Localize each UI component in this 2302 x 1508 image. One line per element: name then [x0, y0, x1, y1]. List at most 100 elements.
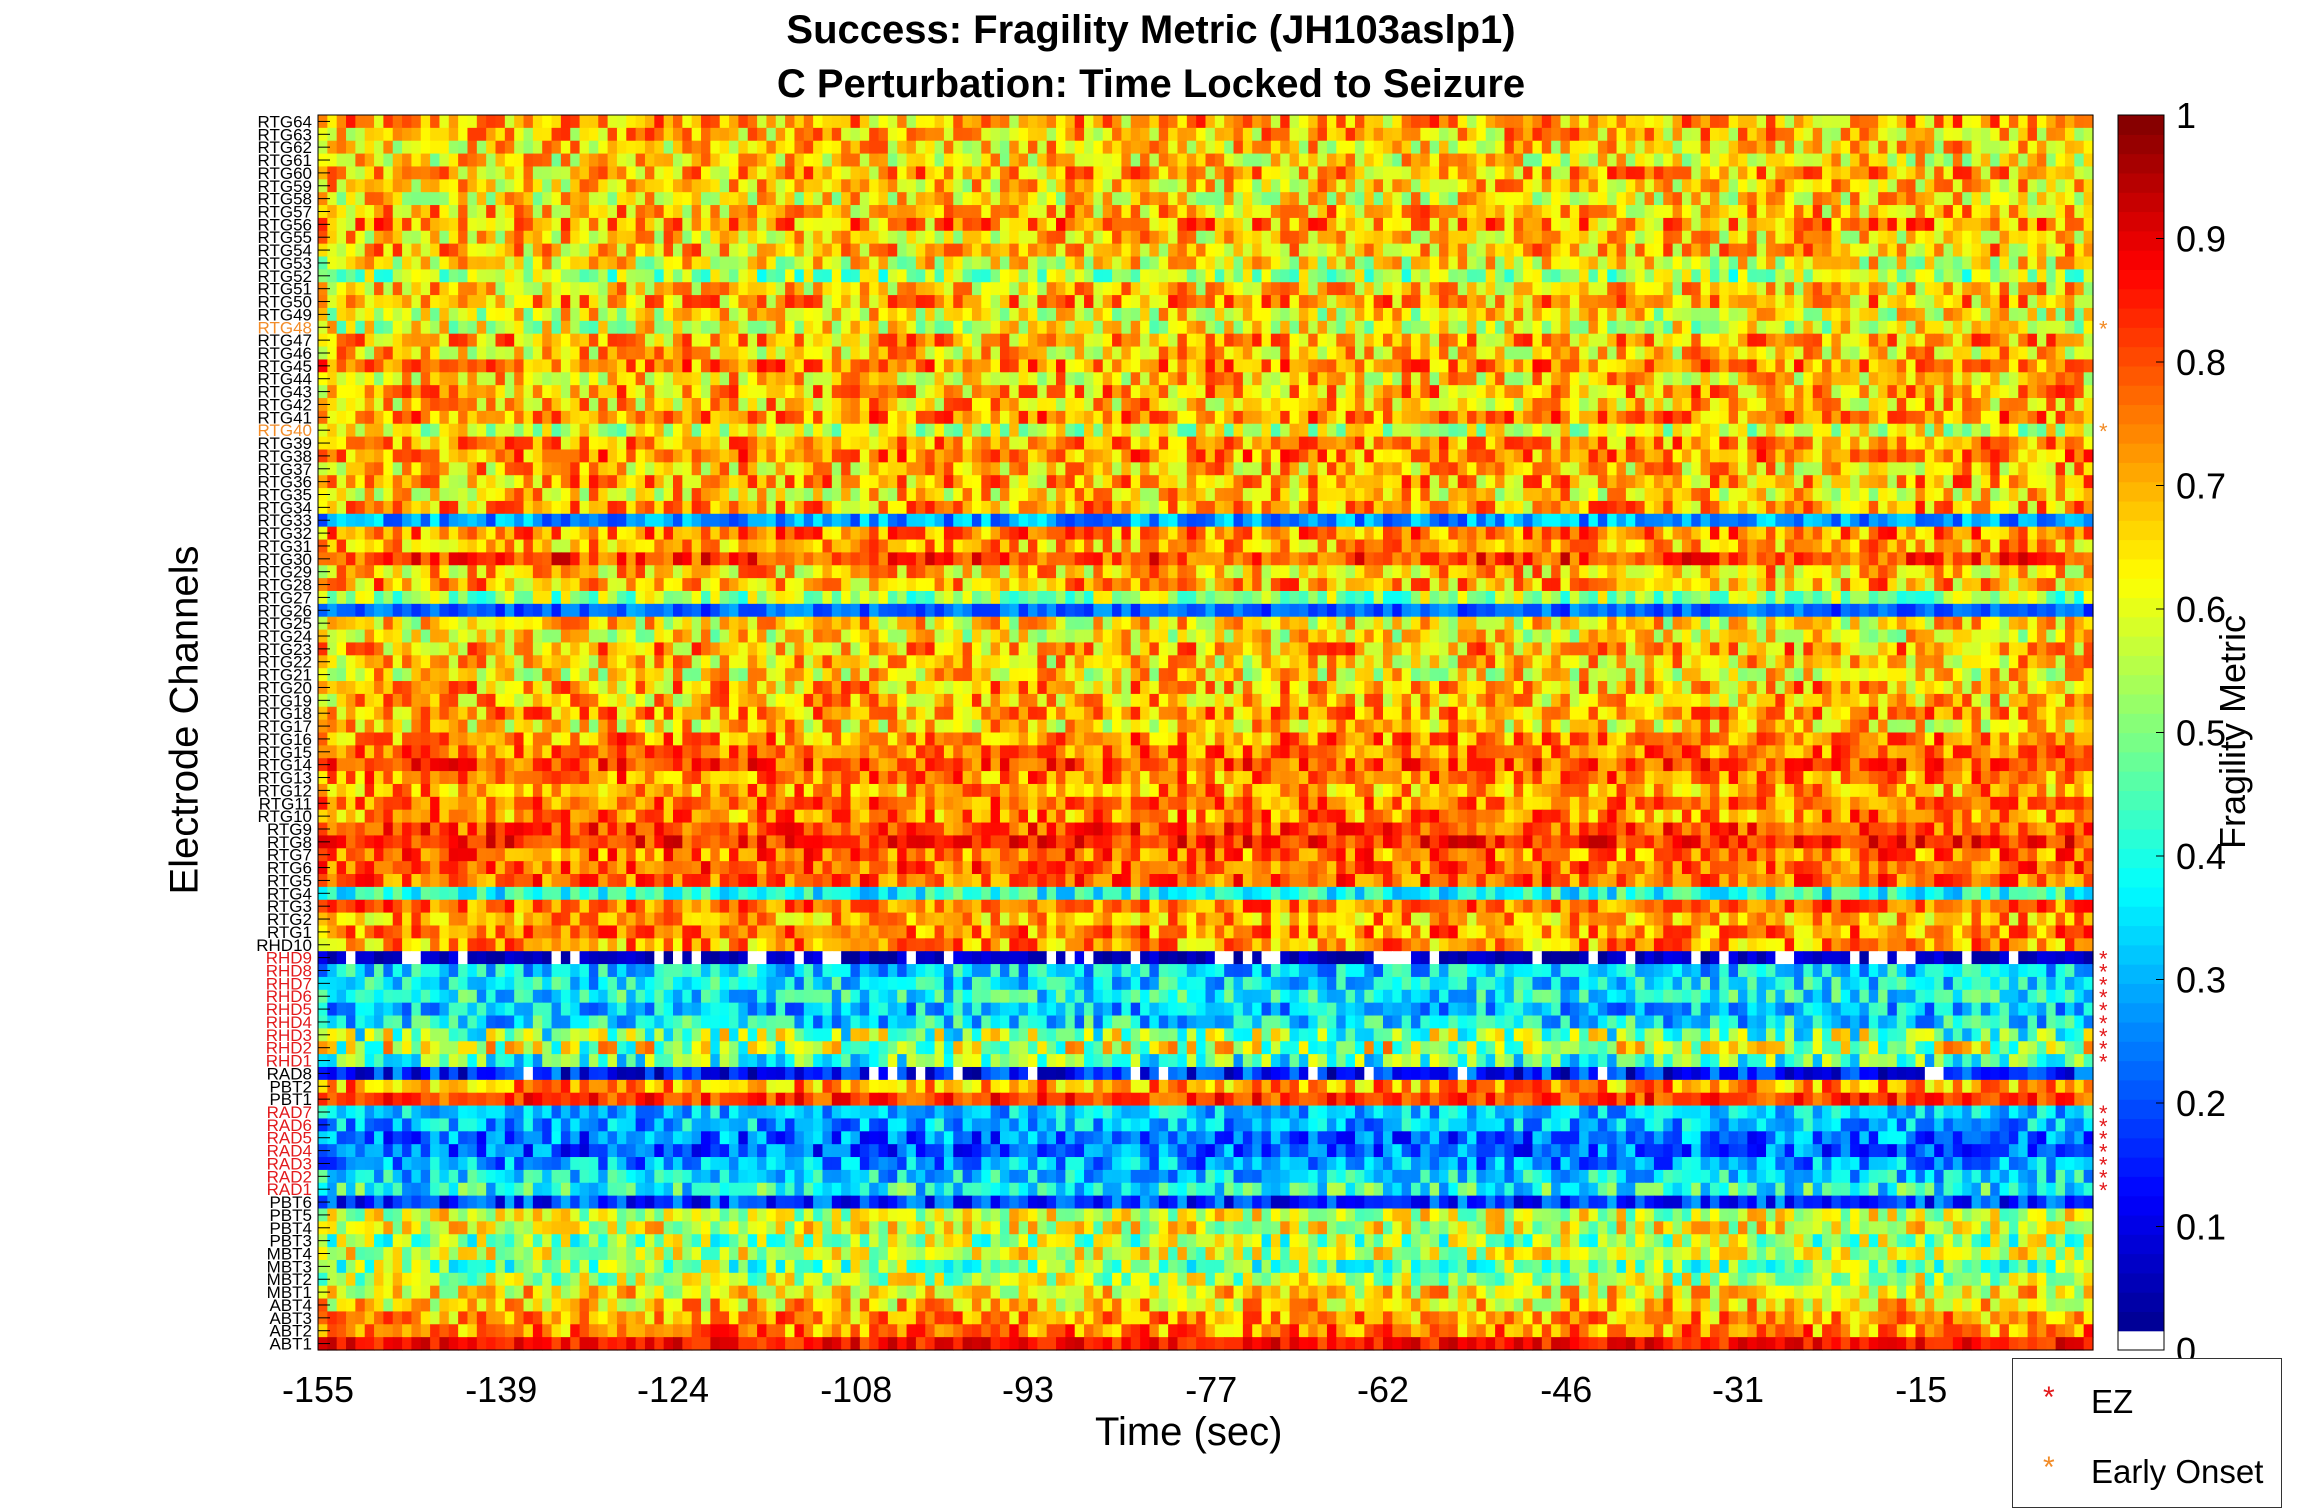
heatmap-cell	[850, 217, 861, 232]
heatmap-cell	[2018, 140, 2029, 155]
heatmap-cell	[1859, 359, 1870, 373]
heatmap-cell	[1775, 166, 1786, 180]
heatmap-cell	[383, 295, 394, 309]
heatmap-cell	[813, 359, 824, 373]
heatmap-cell	[1065, 115, 1076, 129]
heatmap-cell	[1607, 140, 1618, 155]
heatmap-cell	[327, 179, 338, 193]
heatmap-cell	[1691, 217, 1702, 232]
heatmap-cell	[1803, 372, 1814, 386]
heatmap-cell	[1719, 115, 1730, 129]
heatmap-cell	[588, 372, 599, 386]
heatmap-cell	[458, 346, 469, 361]
heatmap-cell	[607, 217, 618, 232]
heatmap-cell	[1401, 423, 1412, 438]
heatmap-cell	[542, 115, 553, 129]
heatmap-cell	[1373, 192, 1384, 206]
heatmap-cell	[775, 230, 786, 245]
heatmap-cell	[1952, 205, 1963, 219]
heatmap-cell	[1523, 243, 1534, 258]
heatmap-cell	[1691, 436, 1702, 451]
heatmap-cell	[1952, 372, 1963, 386]
heatmap-cell	[392, 205, 403, 219]
heatmap-cell	[626, 359, 637, 373]
heatmap-cell	[1850, 153, 1861, 168]
heatmap-cell	[1747, 140, 1758, 155]
heatmap-cell	[1345, 192, 1356, 206]
heatmap-cell	[504, 423, 515, 438]
heatmap-cell	[1691, 153, 1702, 168]
heatmap-cell	[1112, 423, 1123, 438]
heatmap-cell	[1457, 372, 1468, 386]
heatmap-cell	[1906, 243, 1917, 258]
heatmap-cell	[1364, 127, 1375, 142]
heatmap-cell	[1756, 398, 1767, 412]
heatmap-cell	[785, 230, 796, 245]
heatmap-cell	[794, 256, 805, 270]
heatmap-cell	[738, 153, 749, 168]
heatmap-cell	[1205, 282, 1216, 296]
heatmap-cell	[1738, 217, 1748, 232]
heatmap-cell	[1607, 307, 1618, 322]
heatmap-cell	[514, 243, 525, 258]
heatmap-cell	[831, 179, 842, 193]
heatmap-cell	[644, 192, 655, 206]
heatmap-cell	[1504, 140, 1515, 155]
heatmap-cell	[2008, 205, 2019, 219]
heatmap-cell	[775, 127, 786, 142]
heatmap-cell	[1149, 192, 1160, 206]
heatmap-cell	[598, 307, 609, 322]
heatmap-cell	[859, 179, 870, 193]
heatmap-cell	[1018, 346, 1029, 361]
heatmap-cell	[1401, 359, 1412, 373]
heatmap-cell	[616, 346, 627, 361]
heatmap-cell	[514, 436, 525, 451]
heatmap-cell	[1523, 359, 1534, 373]
heatmap-cell	[785, 359, 796, 373]
heatmap-cell	[1560, 269, 1571, 283]
heatmap-cell	[803, 115, 814, 129]
heatmap-cell	[1252, 333, 1263, 348]
heatmap-cell	[1401, 295, 1412, 309]
heatmap-cell	[1056, 436, 1066, 451]
heatmap-cell	[1457, 423, 1468, 438]
heatmap-cell	[1551, 243, 1562, 258]
heatmap-cell	[1317, 127, 1328, 142]
heatmap-cell	[1074, 217, 1085, 232]
heatmap-cell	[1681, 346, 1692, 361]
heatmap-cell	[1457, 320, 1468, 335]
heatmap-cell	[738, 423, 749, 438]
heatmap-cell	[430, 179, 441, 193]
heatmap-cell	[1112, 166, 1123, 180]
heatmap-cell	[2027, 192, 2038, 206]
heatmap-cell	[1102, 166, 1113, 180]
heatmap-cell	[1467, 230, 1478, 245]
heatmap-cell	[971, 359, 982, 373]
heatmap-cell	[1448, 153, 1459, 168]
heatmap-cell	[2083, 372, 2094, 386]
heatmap-cell	[2036, 436, 2047, 451]
heatmap-cell	[1906, 127, 1917, 142]
heatmap-cell	[813, 166, 824, 180]
heatmap-cell	[1383, 230, 1393, 245]
heatmap-cell	[1056, 269, 1066, 283]
heatmap-cell	[971, 153, 982, 168]
heatmap-cell	[1261, 153, 1272, 168]
heatmap-cell	[701, 359, 711, 373]
heatmap-cell	[1093, 333, 1104, 348]
heatmap-cell	[1485, 295, 1496, 309]
heatmap-cell	[1878, 166, 1889, 180]
heatmap-cell	[1401, 398, 1412, 412]
heatmap-cell	[560, 320, 571, 335]
heatmap-cell	[1906, 166, 1917, 180]
heatmap-cell	[999, 140, 1010, 155]
heatmap-cell	[523, 385, 534, 399]
heatmap-cell	[1625, 192, 1636, 206]
heatmap-cell	[1420, 230, 1431, 245]
heatmap-cell	[1850, 385, 1861, 399]
heatmap-cell	[1672, 217, 1683, 232]
heatmap-cell	[1364, 346, 1375, 361]
heatmap-cell	[1906, 398, 1917, 412]
heatmap-cell	[663, 423, 674, 438]
heatmap-cell	[588, 385, 599, 399]
